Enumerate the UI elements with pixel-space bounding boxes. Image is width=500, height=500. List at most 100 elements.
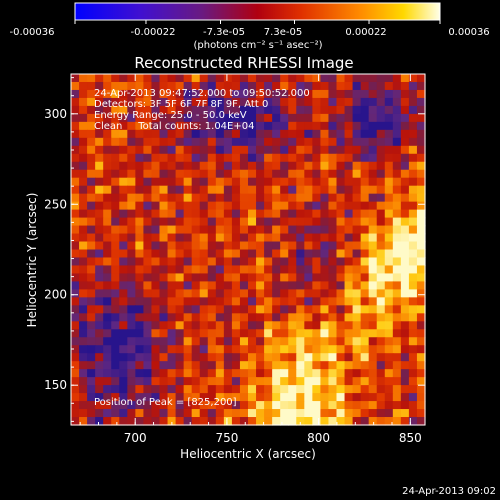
heatmap-cell (416, 89, 426, 99)
heatmap-cell (352, 129, 362, 139)
heatmap-cell (376, 281, 386, 290)
heatmap-cell (199, 185, 209, 195)
heatmap-cell (344, 137, 354, 147)
heatmap-cell (183, 377, 193, 386)
heatmap-cell (352, 225, 362, 235)
heatmap-cell (231, 209, 241, 219)
heatmap-cell (416, 313, 426, 322)
heatmap-cell (95, 321, 104, 330)
heatmap-cell (280, 121, 289, 131)
heatmap-cell (95, 393, 104, 402)
heatmap-cell (223, 137, 233, 147)
heatmap-cell (264, 353, 273, 362)
heatmap-cell (207, 97, 217, 107)
heatmap-cell (352, 137, 362, 147)
heatmap-cell (143, 281, 153, 290)
heatmap-cell (256, 361, 265, 370)
heatmap-cell (183, 217, 193, 227)
heatmap-cell (159, 329, 169, 338)
heatmap-cell (264, 369, 273, 378)
heatmap-cell (408, 361, 418, 370)
heatmap-cell (344, 105, 354, 115)
heatmap-cell (392, 217, 402, 227)
heatmap-cell (167, 89, 177, 99)
heatmap-cell (328, 273, 338, 283)
heatmap-cell (384, 121, 394, 131)
heatmap-cell (71, 209, 80, 219)
heatmap-cell (368, 337, 378, 346)
heatmap-cell (103, 129, 112, 139)
heatmap-cell (199, 161, 209, 171)
heatmap-cell (256, 377, 265, 386)
heatmap-cell (183, 385, 193, 394)
heatmap-cell (272, 409, 281, 418)
heatmap-cell (352, 321, 362, 330)
heatmap-cell (239, 385, 249, 394)
heatmap-cell (376, 345, 386, 354)
heatmap-cell (344, 74, 354, 83)
heatmap-cell (71, 185, 80, 195)
heatmap-cell (207, 153, 217, 163)
heatmap-cell (384, 97, 394, 107)
heatmap-cell (111, 305, 120, 314)
heatmap-cell (256, 353, 265, 362)
heatmap-cell (296, 393, 305, 402)
heatmap-cell (272, 121, 281, 131)
heatmap-cell (167, 137, 177, 147)
heatmap-cell (111, 377, 120, 386)
heatmap-cell (352, 361, 362, 370)
heatmap-cell (231, 257, 241, 267)
heatmap-cell (167, 353, 177, 362)
heatmap-cell (272, 313, 281, 322)
heatmap-cell (79, 313, 88, 322)
heatmap-cell (103, 233, 112, 243)
heatmap-cell (71, 145, 80, 155)
heatmap-cell (368, 249, 378, 259)
heatmap-cell (400, 121, 410, 131)
heatmap-cell (376, 201, 386, 211)
heatmap-cell (167, 81, 177, 91)
heatmap-cell (239, 281, 249, 290)
heatmap-cell (288, 74, 297, 83)
heatmap-cell (368, 297, 378, 306)
heatmap-cell (416, 289, 426, 298)
heatmap-cell (264, 281, 273, 290)
heatmap-cell (191, 337, 201, 346)
heatmap-cell (127, 297, 136, 306)
heatmap-cell (199, 241, 209, 251)
heatmap-cell (231, 169, 241, 179)
heatmap-cell (320, 233, 330, 243)
heatmap-cell (296, 289, 305, 298)
heatmap-cell (352, 353, 362, 362)
heatmap-cell (119, 377, 128, 386)
heatmap-cell (159, 297, 169, 306)
heatmap-cell (280, 137, 289, 147)
heatmap-cell (191, 74, 201, 83)
heatmap-cell (312, 97, 322, 107)
colorbar-tick-5: 0.00036 (448, 27, 489, 38)
heatmap-cell (400, 113, 410, 123)
heatmap-cell (135, 209, 145, 219)
heatmap-cell (79, 153, 88, 163)
heatmap-cell (312, 113, 322, 123)
heatmap-cell (368, 305, 378, 314)
heatmap-cell (119, 265, 128, 275)
heatmap-cell (159, 353, 169, 362)
heatmap-cell (135, 257, 145, 267)
heatmap-cell (231, 385, 241, 394)
heatmap-cell (272, 369, 281, 378)
heatmap-cell (175, 289, 185, 298)
heatmap-cell (320, 401, 330, 410)
heatmap-cell (111, 353, 120, 362)
heatmap-cell (95, 305, 104, 314)
heatmap-cell (416, 249, 426, 259)
heatmap-cell (384, 385, 394, 394)
heatmap-cell (296, 273, 305, 283)
heatmap-cell (111, 137, 120, 147)
heatmap-cell (368, 409, 378, 418)
heatmap-cell (215, 105, 225, 115)
heatmap-cell (328, 337, 338, 346)
heatmap-cell (199, 377, 209, 386)
heatmap-cell (103, 241, 112, 251)
